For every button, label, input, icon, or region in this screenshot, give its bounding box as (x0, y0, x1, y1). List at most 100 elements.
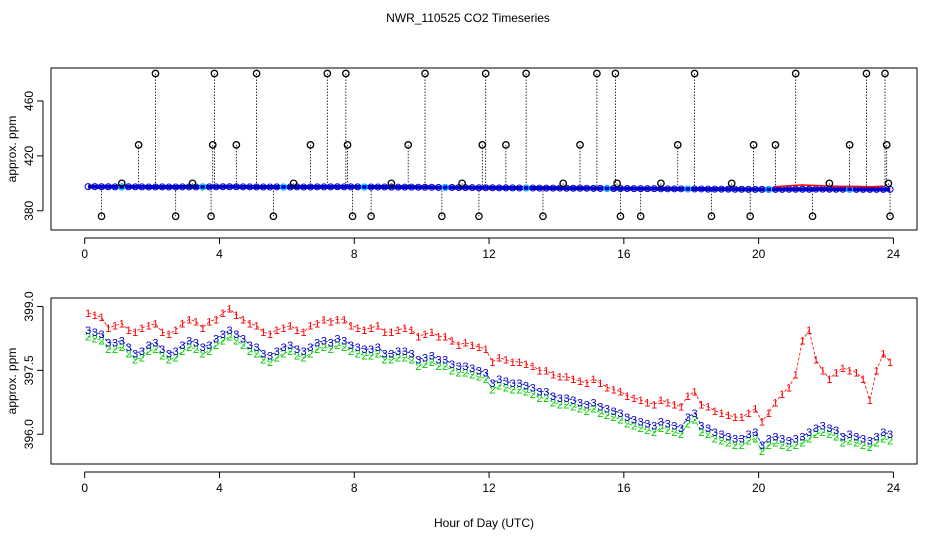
bottom-series-marker-2: 2 (119, 342, 125, 354)
bottom-series-marker-2: 2 (698, 427, 704, 439)
bottom-series-marker-2: 2 (152, 344, 158, 356)
bottom-series-marker-1: 1 (105, 323, 111, 335)
bottom-series-marker-2: 2 (766, 440, 772, 452)
bottom-series-marker-3: 3 (152, 338, 158, 350)
bottom-series-marker-1: 1 (206, 316, 212, 328)
top-series-point (468, 184, 476, 192)
bottom-series-marker-2: 2 (692, 414, 698, 426)
bottom-x-tick-label: 16 (617, 481, 631, 495)
bottom-series-marker-1: 1 (786, 382, 792, 394)
bottom-series-marker-3: 3 (105, 338, 111, 350)
bottom-series-marker-3: 3 (685, 412, 691, 424)
bottom-series-marker-3: 3 (570, 395, 576, 407)
bottom-y-tick-label: 397.5 (22, 355, 36, 385)
top-series-point (623, 185, 631, 193)
top-series-point (529, 184, 537, 192)
top-outlier-point (559, 179, 568, 188)
bottom-series-marker-2: 2 (233, 336, 239, 348)
top-series-point (387, 183, 395, 191)
bottom-series-marker-2: 2 (334, 340, 340, 352)
bottom-series-marker-3: 3 (826, 423, 832, 435)
bottom-series-marker-2: 2 (287, 346, 293, 358)
bottom-series-marker-2: 2 (793, 440, 799, 452)
bottom-x-tick-label: 20 (752, 481, 766, 495)
bottom-series-marker-3: 3 (186, 336, 192, 348)
bottom-series-marker-3: 3 (193, 338, 199, 350)
bottom-series-marker-3: 3 (745, 429, 751, 441)
top-series-point (394, 183, 402, 191)
bottom-series-marker-1: 1 (85, 308, 91, 320)
top-outlier-point (475, 212, 483, 221)
bottom-series-marker-3: 3 (240, 333, 246, 345)
top-series-point (84, 183, 92, 191)
bottom-series-marker-3: 3 (880, 427, 886, 439)
bottom-series-marker-1: 1 (408, 325, 414, 337)
bottom-series-marker-2: 2 (759, 446, 765, 458)
top-series-point (515, 184, 523, 192)
bottom-series-marker-1: 1 (651, 399, 657, 411)
bottom-series-marker-1: 1 (860, 374, 866, 386)
bottom-series-line-2 (87, 335, 891, 452)
top-series-point (549, 184, 557, 192)
bottom-series-marker-3: 3 (368, 344, 374, 356)
top-series-point (178, 183, 186, 191)
bottom-series-marker-1: 1 (274, 325, 280, 337)
bottom-series-marker-3: 3 (159, 344, 165, 356)
bottom-series-marker-2: 2 (537, 393, 543, 405)
top-outlier-point (289, 179, 298, 188)
bottom-series-marker-2: 2 (220, 336, 226, 348)
top-outlier-point (269, 212, 278, 221)
bottom-series-marker-2: 2 (523, 387, 529, 399)
top-outlier-point (252, 69, 261, 78)
bottom-series-marker-3: 3 (624, 412, 630, 424)
bottom-series-marker-3: 3 (739, 433, 745, 445)
bottom-series-marker-3: 3 (442, 355, 448, 367)
top-x-tick-label: 0 (81, 247, 88, 261)
bottom-series-marker-3: 3 (557, 393, 563, 405)
bottom-series-marker-3: 3 (307, 342, 313, 354)
bottom-series-marker-2: 2 (179, 346, 185, 358)
bottom-series-marker-1: 1 (718, 408, 724, 420)
bottom-series-marker-2: 2 (712, 433, 718, 445)
top-y-tick-label: 380 (22, 200, 36, 220)
bottom-series-marker-3: 3 (813, 423, 819, 435)
bottom-series-marker-1: 1 (725, 410, 731, 422)
bottom-series-marker-3: 3 (98, 329, 104, 341)
bottom-series-marker-1: 1 (240, 314, 246, 326)
top-series-point (711, 185, 719, 193)
bottom-series-marker-3: 3 (449, 359, 455, 371)
top-series-point (590, 184, 598, 192)
top-x-tick-label: 20 (752, 247, 766, 261)
bottom-y-tick-label: 399.0 (22, 291, 36, 321)
bottom-series-marker-2: 2 (786, 442, 792, 454)
bottom-series-marker-3: 3 (146, 340, 152, 352)
bottom-series-marker-3: 3 (853, 431, 859, 443)
bottom-series-marker-3: 3 (563, 393, 569, 405)
bottom-series-marker-1: 1 (355, 323, 361, 335)
bottom-series-marker-1: 1 (597, 378, 603, 390)
bottom-series-marker-1: 1 (617, 387, 623, 399)
bottom-series-marker-3: 3 (429, 350, 435, 362)
bottom-series-marker-1: 1 (435, 331, 441, 343)
top-outlier-point (421, 69, 429, 78)
top-outlier-point (323, 69, 332, 78)
bottom-series-marker-2: 2 (611, 412, 617, 424)
top-series-point (805, 185, 813, 193)
bottom-series-marker-3: 3 (321, 336, 327, 348)
bottom-series-marker-1: 1 (152, 319, 158, 331)
bottom-series-marker-2: 2 (705, 429, 711, 441)
bottom-series-marker-1: 1 (550, 370, 556, 382)
bottom-series-marker-1: 1 (698, 399, 704, 411)
bottom-series-marker-2: 2 (685, 419, 691, 431)
bottom-series-marker-1: 1 (280, 323, 286, 335)
bottom-series-marker-2: 2 (355, 348, 361, 360)
bottom-series-marker-1: 1 (516, 357, 522, 369)
bottom-series-marker-3: 3 (611, 406, 617, 418)
bottom-series-marker-1: 1 (611, 385, 617, 397)
bottom-series-marker-3: 3 (867, 436, 873, 448)
bottom-series-marker-3: 3 (402, 346, 408, 358)
top-series-point (428, 183, 436, 191)
bottom-series-marker-1: 1 (361, 325, 367, 337)
bottom-series-marker-2: 2 (415, 361, 421, 373)
top-outlier-point (636, 212, 645, 221)
